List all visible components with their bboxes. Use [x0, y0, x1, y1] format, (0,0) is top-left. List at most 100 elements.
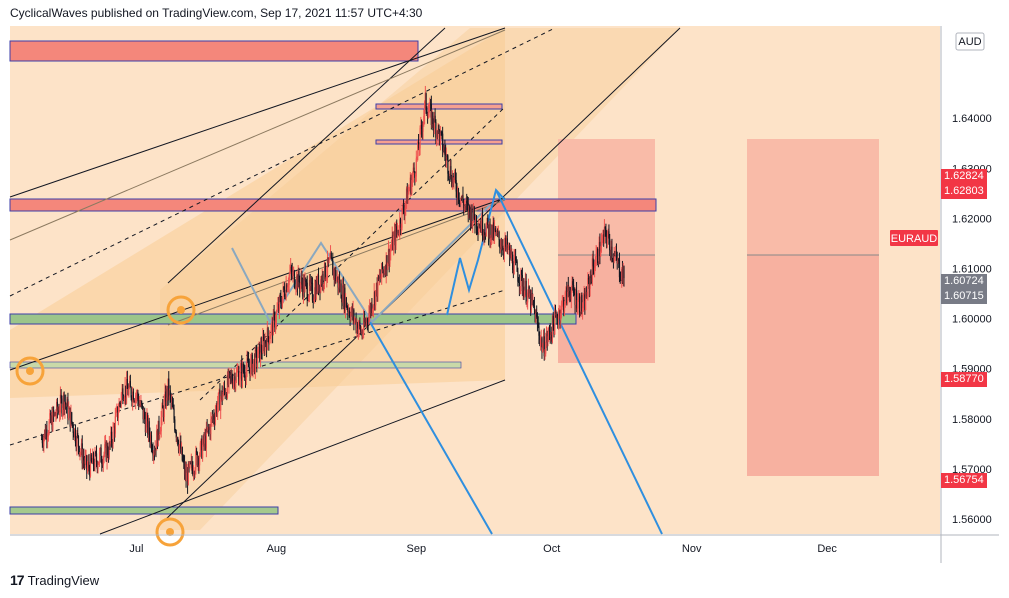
candle-body [76, 433, 78, 448]
symbol-tag[interactable]: EURAUD [890, 230, 938, 246]
candle-body [123, 399, 125, 401]
candle-body [500, 246, 502, 250]
candle-body [198, 457, 200, 466]
candle-body [545, 341, 547, 354]
candle-body [235, 381, 237, 388]
candle-body [260, 344, 262, 353]
candle-body [585, 291, 587, 310]
candle-body [486, 217, 488, 227]
candle-body [387, 263, 389, 270]
candle-body [492, 222, 494, 238]
candle-body [438, 125, 440, 130]
candle-body [79, 452, 81, 455]
footer-brand[interactable]: 17 TradingView [10, 572, 99, 588]
candle-body [244, 377, 247, 381]
candle-body [54, 412, 56, 416]
candle-body [517, 271, 519, 282]
candle-body [83, 460, 86, 464]
candle-body [377, 275, 379, 297]
candle-body [531, 292, 533, 301]
candle-body [454, 172, 456, 178]
candle-body [279, 296, 281, 298]
candle-body [398, 232, 400, 234]
candle-body [274, 313, 276, 328]
candle-body [476, 228, 478, 230]
time-axis-ticks: Jul Aug Sep Oct Nov Dec [129, 543, 837, 555]
candle-body [287, 285, 289, 288]
candle-body [609, 238, 611, 251]
candle-body [518, 281, 520, 283]
candle-body [599, 242, 601, 257]
candle-body [224, 390, 226, 396]
candle-body [110, 431, 112, 444]
candle-body [168, 390, 171, 397]
candle-body [65, 402, 67, 405]
candle-body [232, 380, 235, 387]
candle-body [89, 454, 92, 477]
candle-body [313, 299, 315, 302]
candle-body [82, 457, 84, 464]
candle-body [160, 417, 162, 432]
candle-body [174, 430, 177, 433]
candle-body [165, 388, 168, 407]
candle-body [565, 287, 567, 293]
candle-body [369, 306, 371, 315]
candle-body [194, 469, 196, 475]
candle-body [62, 394, 65, 408]
candle-body [229, 372, 232, 377]
candle-body [520, 270, 522, 287]
candle-body [196, 452, 198, 466]
candle-body [209, 426, 211, 435]
candle-body [323, 284, 325, 286]
candle-body [474, 218, 476, 225]
candle-body [385, 255, 387, 275]
candle-body [362, 333, 364, 337]
candle-body [165, 391, 167, 407]
candle-body [550, 334, 552, 338]
candle-body [448, 176, 451, 178]
candle-body [77, 435, 80, 447]
candle-body [411, 174, 414, 181]
candle-body [481, 215, 484, 236]
candle-body [281, 296, 283, 308]
candle-body [597, 248, 599, 263]
candle-body [557, 319, 559, 324]
candle-body [410, 177, 412, 193]
candle-body [566, 287, 568, 304]
candle-body [504, 238, 506, 245]
candle-body [302, 278, 305, 296]
candle-body [226, 393, 228, 398]
candle-body [166, 388, 168, 398]
candle-body [216, 405, 218, 414]
candle-body [205, 435, 207, 449]
wave-pattern-grey [231, 204, 491, 324]
time-tick-label: Dec [817, 543, 837, 555]
candle-body [556, 313, 558, 320]
candle-body [428, 110, 430, 113]
candle-body [296, 275, 299, 289]
candle-body [137, 392, 139, 400]
candle-body [347, 310, 350, 312]
candle-body [187, 463, 189, 486]
candle-body [170, 395, 172, 403]
candle-body [351, 307, 353, 317]
candle-body [293, 270, 296, 288]
candle-body [217, 404, 219, 414]
candle-body [111, 442, 113, 444]
candle-body [351, 307, 353, 313]
candle-body [136, 392, 138, 395]
candle-body [61, 398, 63, 414]
time-tick-label: Sep [407, 543, 427, 555]
candle-body [346, 307, 348, 309]
candle-body [360, 331, 362, 333]
candle-body [334, 270, 336, 279]
candle-body [478, 227, 480, 233]
candle-body [88, 461, 90, 469]
candle-body [509, 246, 511, 258]
candle-body [203, 435, 205, 444]
candle-body [120, 393, 122, 404]
candle-body [119, 402, 121, 404]
candle-body [211, 417, 214, 420]
candle-body [101, 462, 103, 464]
